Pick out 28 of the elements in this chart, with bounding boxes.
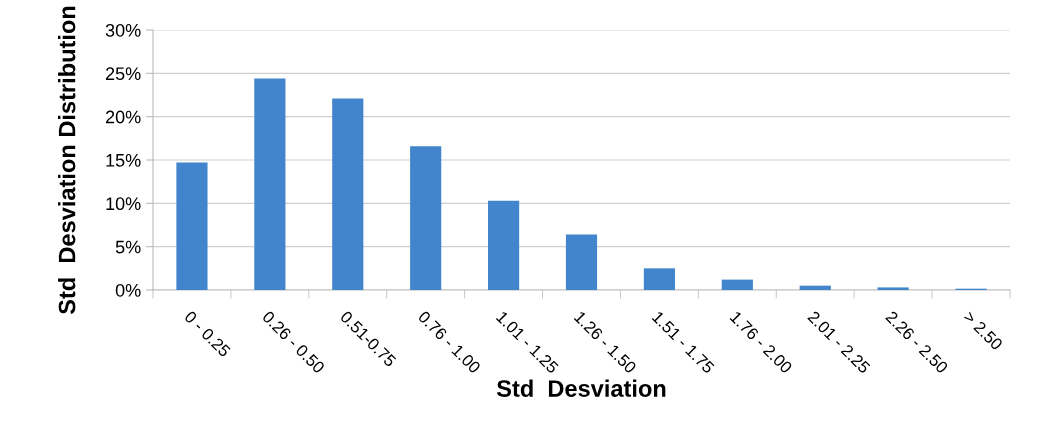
y-tick-label: 5% xyxy=(115,240,141,254)
bar xyxy=(721,279,753,290)
y-tick-label: 10% xyxy=(106,197,141,211)
bar xyxy=(332,98,364,290)
y-tick-label: 20% xyxy=(105,110,141,124)
x-tick-label: 1.01 - 1.25 xyxy=(495,310,560,374)
x-tick-label: 1.51 - 1.75 xyxy=(651,310,715,374)
y-tick-label: 0% xyxy=(115,283,141,297)
x-axis-title: Std Desviation xyxy=(496,379,666,397)
x-tick-label: 1.76 - 2.00 xyxy=(729,310,793,374)
bar xyxy=(877,287,909,290)
y-tick-label: 15% xyxy=(106,154,141,167)
bar xyxy=(410,146,442,290)
bar xyxy=(799,285,831,290)
x-tick-label: 2.26 - 2.50 xyxy=(885,310,949,374)
y-tick-label: 30% xyxy=(105,23,141,37)
bar xyxy=(176,162,208,290)
x-tick-label: 1.26 - 1.50 xyxy=(573,310,638,374)
bar xyxy=(254,78,286,290)
y-tick-label: 25% xyxy=(105,67,141,81)
bar xyxy=(643,268,675,290)
x-tick-label: 0 - 0.25 xyxy=(183,310,232,358)
bar xyxy=(565,234,598,290)
x-tick-label: 0.26 - 0.50 xyxy=(261,310,326,374)
x-tick-label: > 2.50 xyxy=(962,310,1004,351)
bar xyxy=(488,200,520,290)
x-tick-label: 0.76 - 1.00 xyxy=(417,310,482,374)
y-axis-title: Std Desviation Distribution xyxy=(58,6,76,315)
